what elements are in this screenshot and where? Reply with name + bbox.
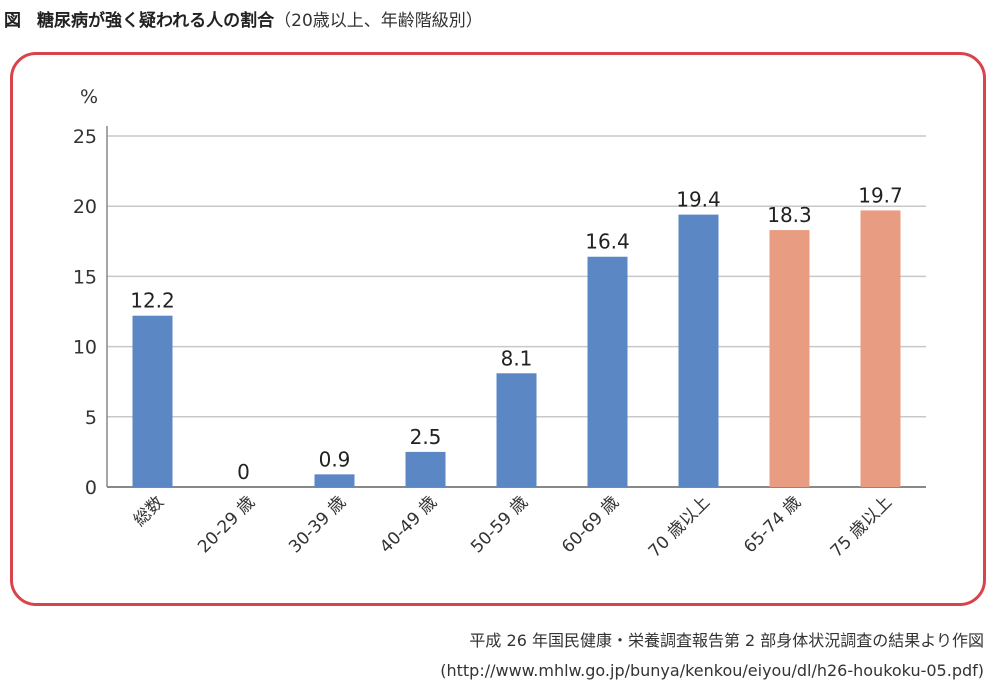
value-label: 12.2	[130, 289, 175, 313]
x-tick-label: 65-74 歳	[740, 492, 805, 557]
y-unit-label: %	[80, 86, 98, 108]
x-tick-label: 20-29 歳	[194, 492, 259, 557]
x-tick-label: 30-39 歳	[285, 492, 350, 557]
source-url: (http://www.mhlw.go.jp/bunya/kenkou/eiyo…	[440, 661, 984, 680]
x-tick-label: 50-59 歳	[467, 492, 532, 557]
value-label: 8.1	[501, 346, 533, 370]
y-tick-label: 0	[85, 477, 97, 499]
value-label: 0.9	[319, 447, 351, 471]
bar	[769, 230, 810, 487]
x-tick-label: 70 歳以上	[645, 492, 714, 561]
figure-header: 図糖尿病が強く疑われる人の割合（20歳以上、年齢階級別）	[4, 6, 483, 31]
y-tick-label: 10	[73, 337, 97, 359]
x-tick-label: 75 歳以上	[827, 492, 896, 561]
value-label: 18.3	[767, 203, 812, 227]
bar-chart: 0 5 10 15 20 25% 12.2 総数 0 20-29 歳 0.9 30-39 歳 2.5 40…	[73, 86, 926, 562]
bar	[496, 373, 537, 487]
x-tick-label: 60-69 歳	[558, 492, 623, 557]
figure-subtitle: （20歳以上、年齢階級別）	[274, 11, 483, 31]
y-tick-label: 15	[73, 266, 97, 288]
source-citation: 平成 26 年国民健康・栄養調査報告第 2 部身体状況調査の結果より作図	[469, 631, 984, 650]
x-tick-label: 総数	[130, 492, 168, 530]
figure-label: 図	[4, 11, 21, 31]
bar	[405, 451, 446, 487]
value-label: 2.5	[410, 425, 442, 449]
value-label: 19.7	[858, 183, 903, 207]
bar	[860, 210, 901, 488]
figure-title: 糖尿病が強く疑われる人の割合	[37, 11, 275, 31]
bar	[587, 256, 628, 487]
value-label: 19.4	[676, 188, 721, 212]
x-tick-label: 40-49 歳	[376, 492, 441, 557]
value-label: 16.4	[585, 230, 630, 254]
bar	[132, 315, 173, 487]
chart-frame	[10, 52, 986, 606]
bar	[314, 474, 355, 487]
y-tick-label: 5	[85, 407, 97, 429]
y-tick-label: 25	[73, 126, 97, 148]
value-label: 0	[237, 460, 250, 484]
y-tick-label: 20	[73, 196, 97, 218]
bar	[678, 214, 719, 487]
